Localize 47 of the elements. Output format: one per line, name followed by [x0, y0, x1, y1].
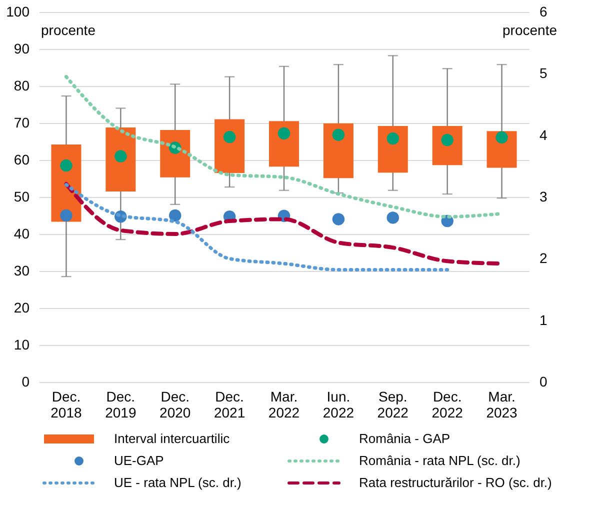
legend-label: Interval intercuartilic	[114, 431, 230, 446]
y-tick-label: 70	[14, 114, 30, 130]
y2-tick-label: 0	[540, 374, 548, 390]
y2-tick-label: 6	[540, 4, 548, 20]
point	[223, 130, 236, 144]
annotation: procente	[502, 22, 558, 38]
y2-tick-label: 1	[540, 312, 548, 328]
y-tick-label: 50	[14, 188, 30, 204]
point	[496, 131, 508, 144]
y-tick-label: 40	[14, 226, 30, 242]
point	[386, 132, 400, 145]
x-tick-label: Dec. 2021	[214, 388, 246, 420]
y-tick-label: 60	[14, 152, 30, 168]
legend-label: UE - rata NPL (sc. dr.)	[114, 475, 242, 490]
x-tick-label: Dec. 2022	[432, 388, 464, 420]
x-tick-label: Sep. 2022	[377, 388, 409, 420]
point	[278, 127, 290, 140]
legend-label: România - GAP	[359, 431, 450, 446]
point	[332, 213, 345, 226]
line-series	[64, 182, 450, 272]
point	[114, 150, 127, 162]
annotation: procente	[41, 22, 96, 38]
y-tick-label: 80	[14, 78, 30, 94]
x-tick-label: Dec. 2019	[105, 388, 136, 420]
y2-tick-label: 5	[540, 65, 548, 82]
point	[332, 128, 345, 141]
x-tick-label: Dec. 2018	[50, 388, 82, 420]
x-tick-label: Mar. 2022	[268, 388, 300, 420]
point	[386, 212, 400, 224]
point	[168, 209, 182, 222]
legend-label: România - rata NPL (sc. dr.)	[359, 453, 520, 468]
legend-label: Rata restructurărilor - RO (sc. dr.)	[359, 475, 552, 490]
y-tick-label: 10	[14, 336, 30, 352]
legend-label: UE-GAP	[114, 453, 164, 468]
point	[60, 209, 72, 222]
x-tick-label: Mar. 2023	[486, 388, 518, 420]
y2-tick-label: 3	[540, 188, 548, 204]
y-tick-label: 30	[14, 262, 30, 278]
y-tick-label: 20	[14, 300, 30, 316]
point	[60, 159, 72, 172]
x-tick-label: Dec. 2020	[160, 388, 191, 420]
y2-tick-label: 4	[540, 126, 548, 143]
y-tick-label: 100	[6, 4, 30, 20]
x-tick-label: Iun. 2022	[322, 388, 354, 420]
y-tick-label: 90	[14, 40, 30, 56]
y2-tick-label: 2	[540, 250, 548, 266]
y-tick-label: 0	[22, 374, 30, 390]
